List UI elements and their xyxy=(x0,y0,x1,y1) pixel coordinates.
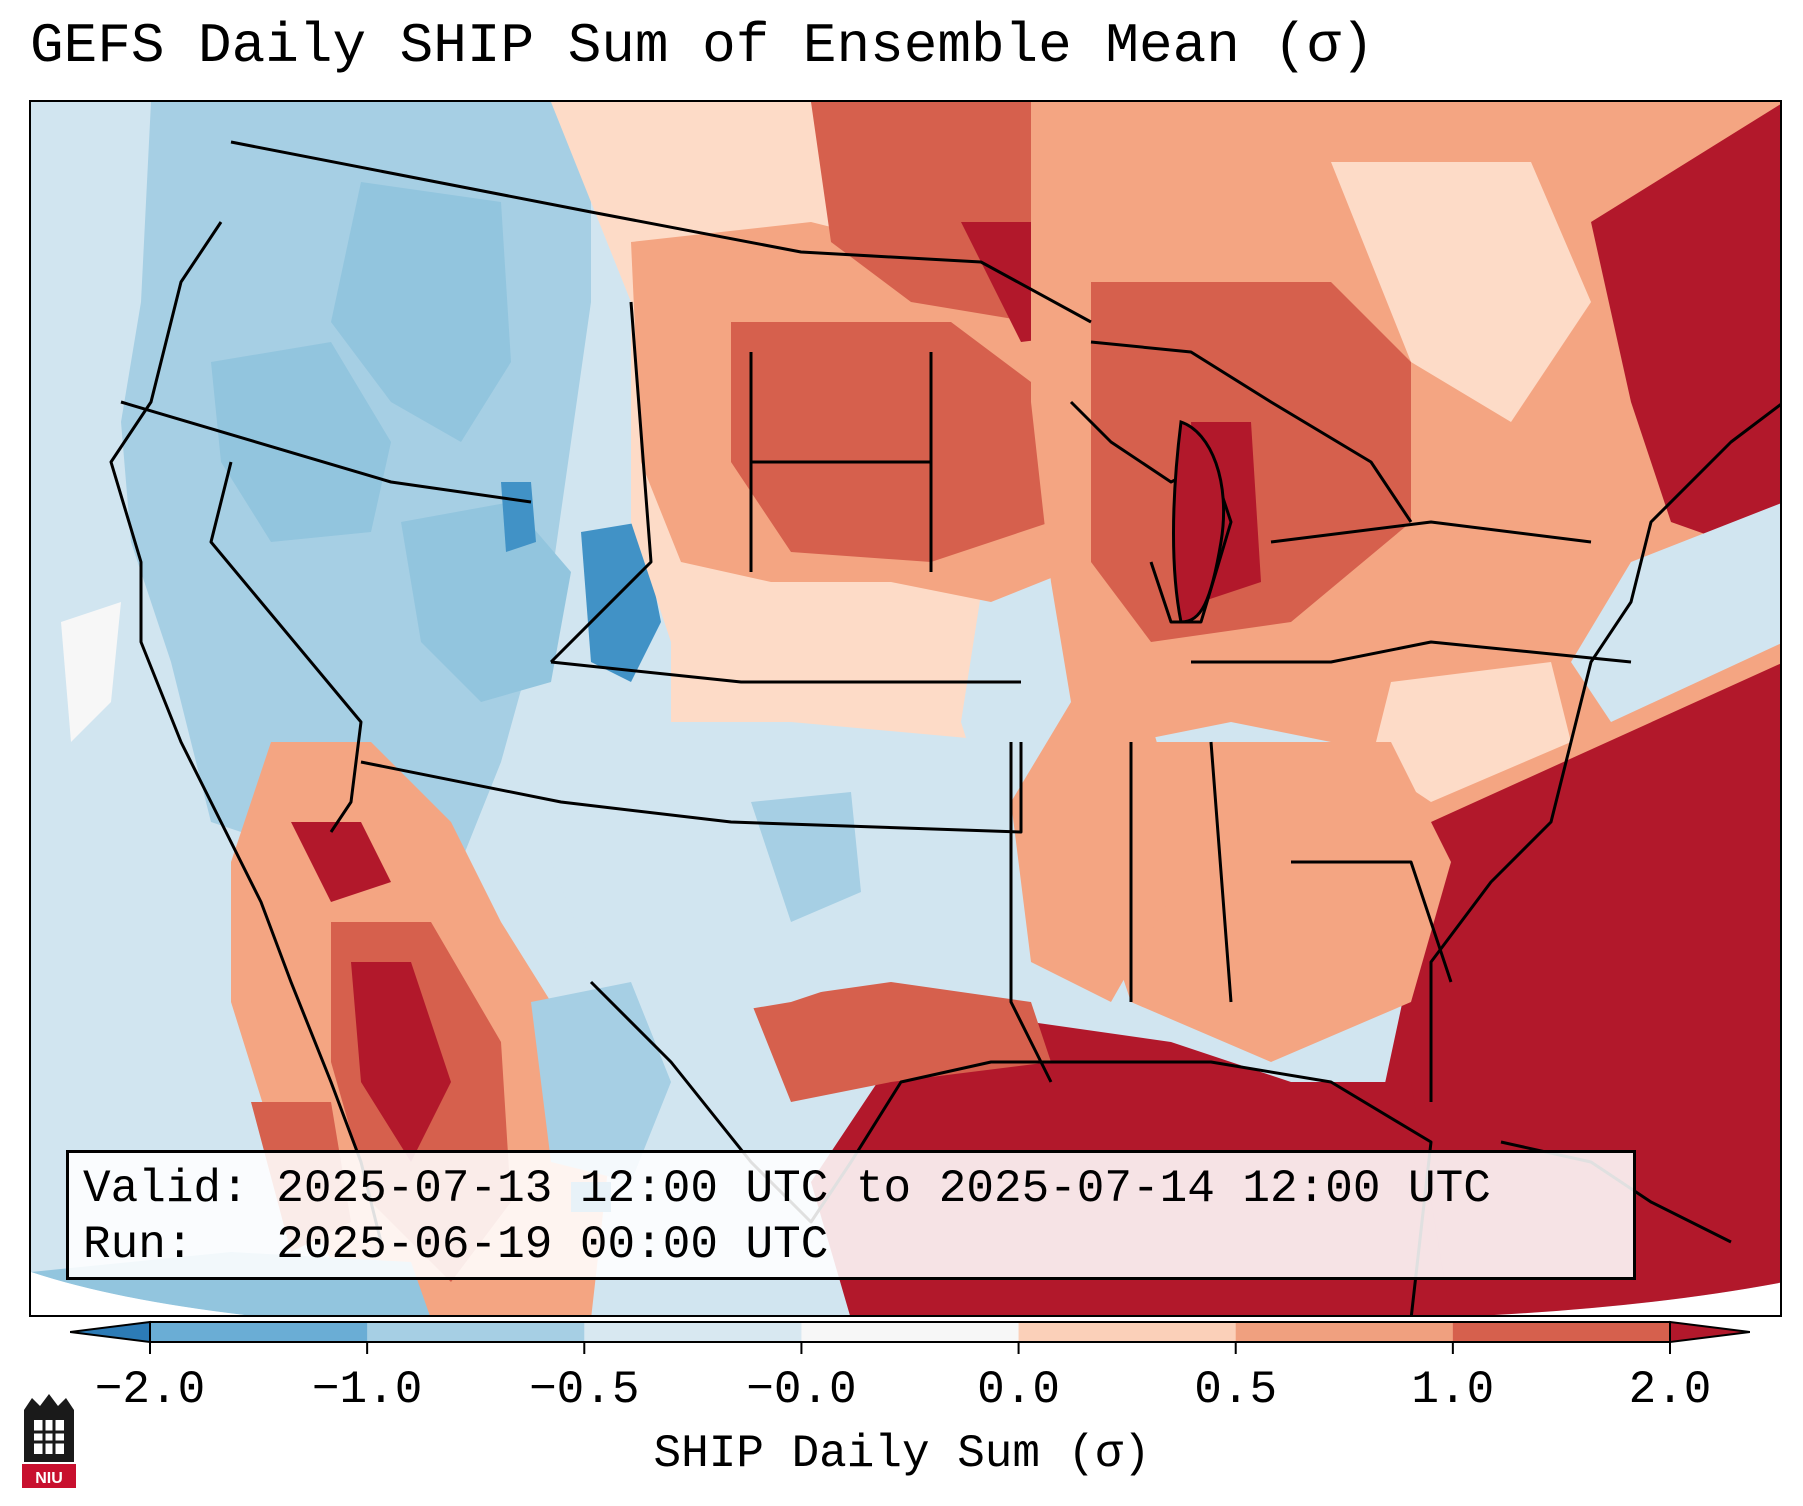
colorbar xyxy=(70,1320,1750,1354)
us-canada-border xyxy=(230,140,1092,324)
tick-label: −0.5 xyxy=(529,1364,640,1416)
boundaries-layer xyxy=(109,140,1780,1315)
east-coastline xyxy=(1429,403,1780,1102)
colorbar-segment xyxy=(1452,1322,1671,1342)
map-panel xyxy=(29,100,1782,1317)
west-coastline xyxy=(109,221,383,1243)
colorbar-segments xyxy=(70,1320,1750,1344)
colorbar-segment xyxy=(1235,1322,1454,1342)
colorbar-segment xyxy=(801,1322,1020,1342)
colorbar-extend-low xyxy=(70,1320,151,1344)
eastern-state-lines xyxy=(1191,520,1632,664)
niu-logo: NIU xyxy=(22,1394,76,1488)
kansas-line xyxy=(550,660,1021,684)
colorbar-extend-high xyxy=(1669,1320,1750,1344)
tick-label: 1.0 xyxy=(1411,1364,1495,1416)
colorbar-label: SHIP Daily Sum (σ) xyxy=(653,1428,1151,1480)
tick-label: −0.0 xyxy=(746,1364,857,1416)
nevada-border xyxy=(209,461,363,833)
map-svg xyxy=(31,102,1780,1315)
plains-state-grid xyxy=(749,352,933,572)
lake-michigan-fill xyxy=(1172,419,1226,624)
logo-text: NIU xyxy=(35,1470,63,1487)
southern-state-lines xyxy=(360,742,1023,834)
tick-label: 2.0 xyxy=(1628,1364,1712,1416)
run-label: Run: xyxy=(83,1219,194,1271)
southeast-state-lines xyxy=(1129,741,1453,1003)
tick-label: −2.0 xyxy=(94,1364,206,1416)
colorbar-segment xyxy=(150,1322,368,1342)
tick-label: 0.0 xyxy=(977,1364,1060,1416)
gulf-coastline xyxy=(589,980,1433,1315)
mississippi-line xyxy=(1009,742,1053,1083)
great-lakes-shore xyxy=(1090,340,1413,523)
valid-label: Valid: xyxy=(83,1163,249,1215)
shading-layer xyxy=(31,102,1780,1315)
colorbar-ticks xyxy=(149,1342,1671,1354)
mountain-state-lines xyxy=(549,301,653,664)
valid-value: 2025-07-13 12:00 UTC to 2025-07-14 12:00… xyxy=(276,1163,1491,1215)
colorbar-segment xyxy=(1018,1322,1237,1342)
colorbar-outline xyxy=(149,1321,1671,1343)
tick-label: 0.5 xyxy=(1194,1364,1278,1416)
run-value: 2025-06-19 00:00 UTC xyxy=(276,1219,829,1271)
colorbar-segment xyxy=(367,1322,585,1342)
chart-title: GEFS Daily SHIP Sum of Ensemble Mean (σ) xyxy=(30,14,1375,78)
tick-label: −1.0 xyxy=(311,1364,423,1416)
validity-info-box: Valid: 2025-07-13 12:00 UTC to 2025-07-1… xyxy=(66,1150,1636,1280)
state-line-or-nv xyxy=(120,400,532,504)
colorbar-segment xyxy=(584,1322,802,1342)
